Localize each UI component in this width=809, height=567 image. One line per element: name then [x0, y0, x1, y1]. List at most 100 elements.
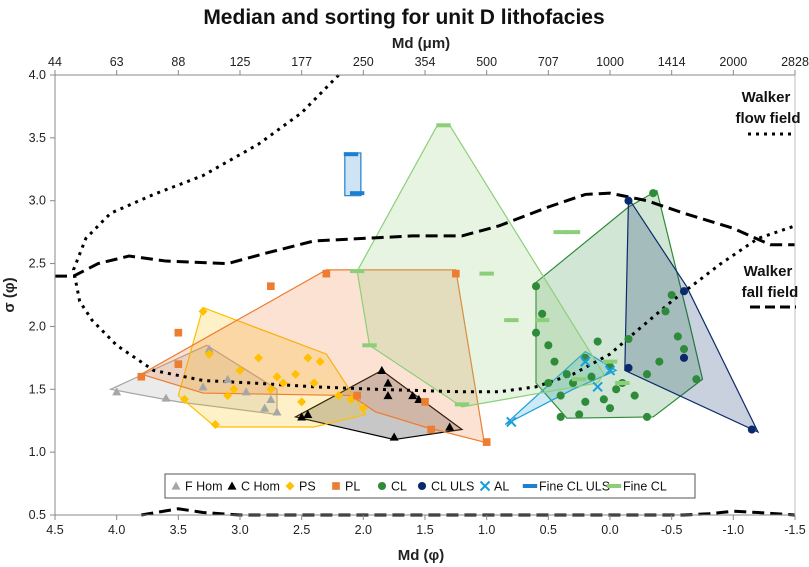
point-f-hom [112, 387, 122, 396]
point-al-stroke-b [580, 356, 591, 367]
point-fine-cl-uls [343, 152, 359, 157]
point-cl [550, 357, 559, 366]
point-c-hom [389, 432, 399, 441]
y-tick-label: 0.5 [29, 508, 46, 522]
point-cl [692, 375, 701, 384]
point-f-hom [161, 393, 171, 402]
x-tick-label: 2.0 [355, 523, 372, 537]
x-tick-label: 3.0 [231, 523, 248, 537]
x-tick-label: 4.0 [108, 523, 125, 537]
point-fine-cl-uls [349, 191, 365, 196]
x2-tick-label: 2000 [719, 55, 747, 69]
point-ps [309, 378, 319, 388]
point-pl [267, 282, 275, 291]
point-ps [266, 384, 276, 394]
point-cl-uls [624, 363, 633, 372]
legend-label-fine-cl: Fine CL [623, 480, 667, 494]
legend-label-pl: PL [345, 480, 360, 494]
axes: 4.5 4.0 3.5 3.0 2.5 2.0 1.5 1.0 0.5 0.0 -0.5 -1.0 -1… [29, 55, 809, 537]
point-ps [334, 391, 344, 401]
point-cl [556, 412, 565, 421]
legend-marker-al [479, 480, 491, 492]
legend-marker-fine-cl [606, 484, 622, 488]
x2-tick-label: 177 [291, 55, 312, 69]
point-ps [229, 384, 239, 394]
point-ps [272, 372, 282, 382]
point-ps [278, 378, 288, 388]
point-fine-cl [479, 271, 494, 276]
hull-cl-uls [624, 196, 760, 434]
y-tick-label: 4.0 [29, 68, 46, 82]
point-pl [421, 398, 429, 406]
x2-tick-label: 88 [171, 55, 185, 69]
legend-marker-fine-cl-uls [522, 484, 538, 488]
legend-marker-ps [285, 481, 295, 491]
point-fine-cl [615, 381, 630, 385]
point-pl [322, 269, 331, 278]
point-al [506, 416, 517, 428]
point-pl [174, 360, 183, 368]
y-axis-label: σ (φ) [1, 277, 18, 312]
x-tick-label: 0.0 [601, 523, 618, 537]
legend-marker-cl [377, 481, 387, 491]
point-ps [235, 365, 245, 375]
point-cl [667, 290, 676, 300]
point-cl [556, 391, 565, 400]
point-ps [303, 353, 313, 363]
point-f-hom [272, 407, 282, 416]
point-c-hom [303, 409, 313, 419]
legend-marker-cl-uls [417, 481, 427, 491]
point-cl [661, 307, 670, 316]
walker-flow-label-1: Walker [742, 89, 791, 106]
point-c-hom [414, 394, 424, 403]
legend-label-c-hom: C Hom [241, 480, 280, 494]
data-points [112, 123, 756, 446]
point-cl [599, 395, 608, 404]
hull-fine-cl [356, 124, 605, 408]
point-f-hom [241, 387, 251, 396]
point-c-hom [383, 378, 393, 387]
point-fine-cl [454, 402, 470, 407]
legend-label-cl: CL [391, 480, 407, 494]
x2-tick-label: 44 [48, 55, 62, 69]
point-cl [649, 189, 658, 198]
point-al-stroke-b [604, 365, 616, 376]
point-fine-cl [602, 359, 618, 364]
legend-label-fine-cl-uls: Fine CL ULS [539, 480, 610, 494]
legend-marker-f-hom [171, 481, 181, 490]
x-tick-label: 0.5 [540, 523, 557, 537]
point-al [592, 381, 603, 392]
point-f-hom [198, 382, 208, 391]
legend-label-ps: PS [299, 480, 316, 494]
point-cl [630, 391, 639, 400]
x2-axis-label: Md (μm) [392, 35, 450, 52]
point-f-hom [204, 344, 214, 353]
point-f-hom [223, 374, 233, 383]
point-cl-uls [624, 196, 633, 205]
walker-fall-label-2: fall field [742, 284, 799, 301]
point-cl [624, 334, 633, 344]
y-tick-label: 2.0 [29, 319, 46, 333]
x2-tick-label: 2828 [781, 55, 809, 69]
point-ps [315, 357, 325, 367]
point-cl [562, 370, 571, 379]
point-al-stroke-b [506, 416, 517, 428]
walker-fall-label-1: Walker [744, 263, 793, 280]
point-cl [575, 410, 584, 419]
point-ps [254, 353, 263, 363]
point-al [604, 365, 616, 376]
legend-label-cl-uls: CL ULS [431, 480, 474, 494]
point-cl-uls [747, 425, 756, 434]
walker-curve-walker-fall-field-bottom [141, 507, 796, 517]
point-cl [655, 357, 664, 366]
point-c-hom [297, 412, 307, 421]
chart-title: Median and sorting for unit D lithofacie… [203, 6, 604, 29]
point-cl [593, 337, 602, 346]
point-pl [482, 438, 491, 446]
hull-pl [139, 269, 485, 443]
legend-label-f-hom: F Hom [185, 480, 223, 494]
point-cl [544, 378, 553, 388]
point-ps [223, 391, 233, 401]
point-cl [612, 385, 621, 394]
